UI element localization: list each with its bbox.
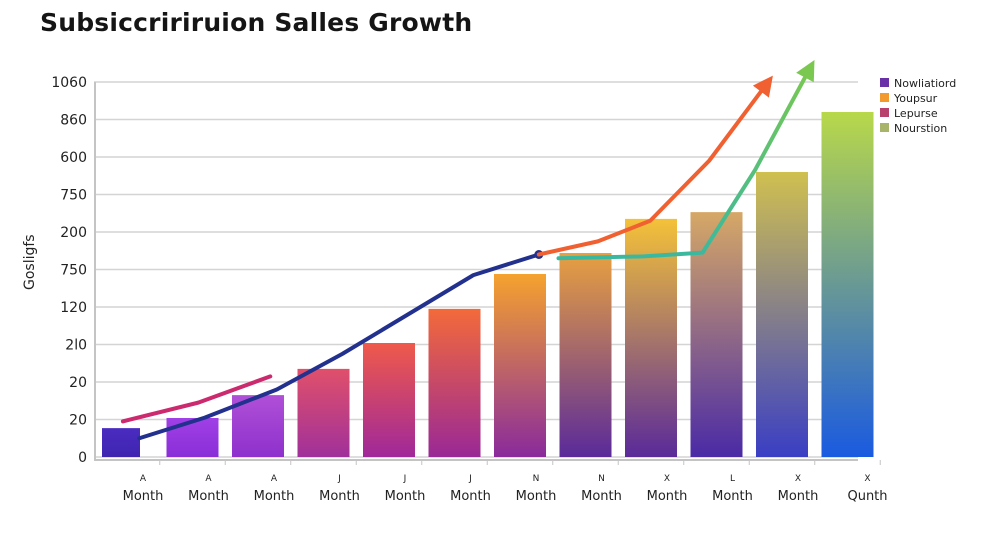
y-tick-label: 20 xyxy=(69,375,87,391)
legend-label: Nowliatiord xyxy=(894,77,956,90)
x-tick-letter: A xyxy=(271,474,278,484)
x-tick-letter: L xyxy=(730,474,735,484)
legend-label: Nourstion xyxy=(894,122,947,135)
x-tick-label: Month xyxy=(647,489,688,504)
legend: Nowliatiord Youpsur Lepurse Nourstion xyxy=(880,77,956,135)
y-tick-label: 20 xyxy=(69,413,87,429)
x-tick-label: Month xyxy=(385,489,426,504)
chart-title: Subsiccririruion Salles Growth xyxy=(40,8,473,37)
pink-line xyxy=(120,374,273,424)
x-tick-letter: A xyxy=(140,474,147,484)
x-tick-label: Month xyxy=(188,489,229,504)
x-tick-label: Month xyxy=(254,489,295,504)
y-tick-label: 600 xyxy=(60,150,87,166)
teal-line-arrowhead xyxy=(796,59,815,83)
y-tick-label: 120 xyxy=(60,300,87,316)
tick-labels: 0 20 20 2l0 120 750 200 750 600 860 1060 A Month A Mon… xyxy=(51,75,887,504)
x-tick-letter: J xyxy=(468,474,472,484)
legend-label: Lepurse xyxy=(894,107,938,120)
y-tick-label: 1060 xyxy=(51,75,87,91)
bar xyxy=(559,253,612,457)
legend-swatch xyxy=(880,108,889,117)
bar xyxy=(690,212,743,457)
x-tick-label: Month xyxy=(319,489,360,504)
x-tick-label: Month xyxy=(581,489,622,504)
x-tick-letter: J xyxy=(337,474,341,484)
legend-swatch xyxy=(880,78,889,87)
bar xyxy=(297,368,350,457)
x-tick-letter: N xyxy=(533,474,540,484)
bar xyxy=(363,343,415,457)
x-tick-label: Qunth xyxy=(847,489,887,504)
x-tick-letter: X xyxy=(664,474,670,484)
orange-line xyxy=(536,80,771,257)
bar xyxy=(166,418,219,457)
x-tick-label: Month xyxy=(712,489,753,504)
bar xyxy=(821,112,874,457)
x-tick-label: Month xyxy=(450,489,491,504)
y-tick-label: 750 xyxy=(60,263,87,279)
bar xyxy=(756,172,808,457)
x-tick-letter: X xyxy=(864,474,870,484)
orange-line-arrowhead xyxy=(752,75,773,98)
x-tick-label: Month xyxy=(516,489,557,504)
y-tick-label: 2l0 xyxy=(65,338,87,354)
axes xyxy=(94,82,881,465)
bar xyxy=(102,428,140,457)
bars xyxy=(102,112,874,457)
legend-label: Youpsur xyxy=(893,92,938,105)
x-tick-letter: J xyxy=(403,474,407,484)
legend-swatch xyxy=(880,123,889,132)
x-tick-letter: N xyxy=(598,474,605,484)
y-tick-label: 200 xyxy=(60,225,87,241)
teal-line xyxy=(556,65,813,261)
y-tick-label: 860 xyxy=(60,113,87,129)
x-tick-letter: A xyxy=(205,474,212,484)
x-tick-label: Month xyxy=(123,489,164,504)
y-tick-label: 0 xyxy=(78,450,87,466)
bar xyxy=(428,308,481,457)
navy-line xyxy=(137,252,541,441)
series-lines xyxy=(120,59,815,441)
x-tick-letter: X xyxy=(795,474,801,484)
y-tick-label: 750 xyxy=(60,188,87,204)
bar xyxy=(494,274,546,457)
x-tick-label: Month xyxy=(778,489,819,504)
legend-swatch xyxy=(880,93,889,102)
